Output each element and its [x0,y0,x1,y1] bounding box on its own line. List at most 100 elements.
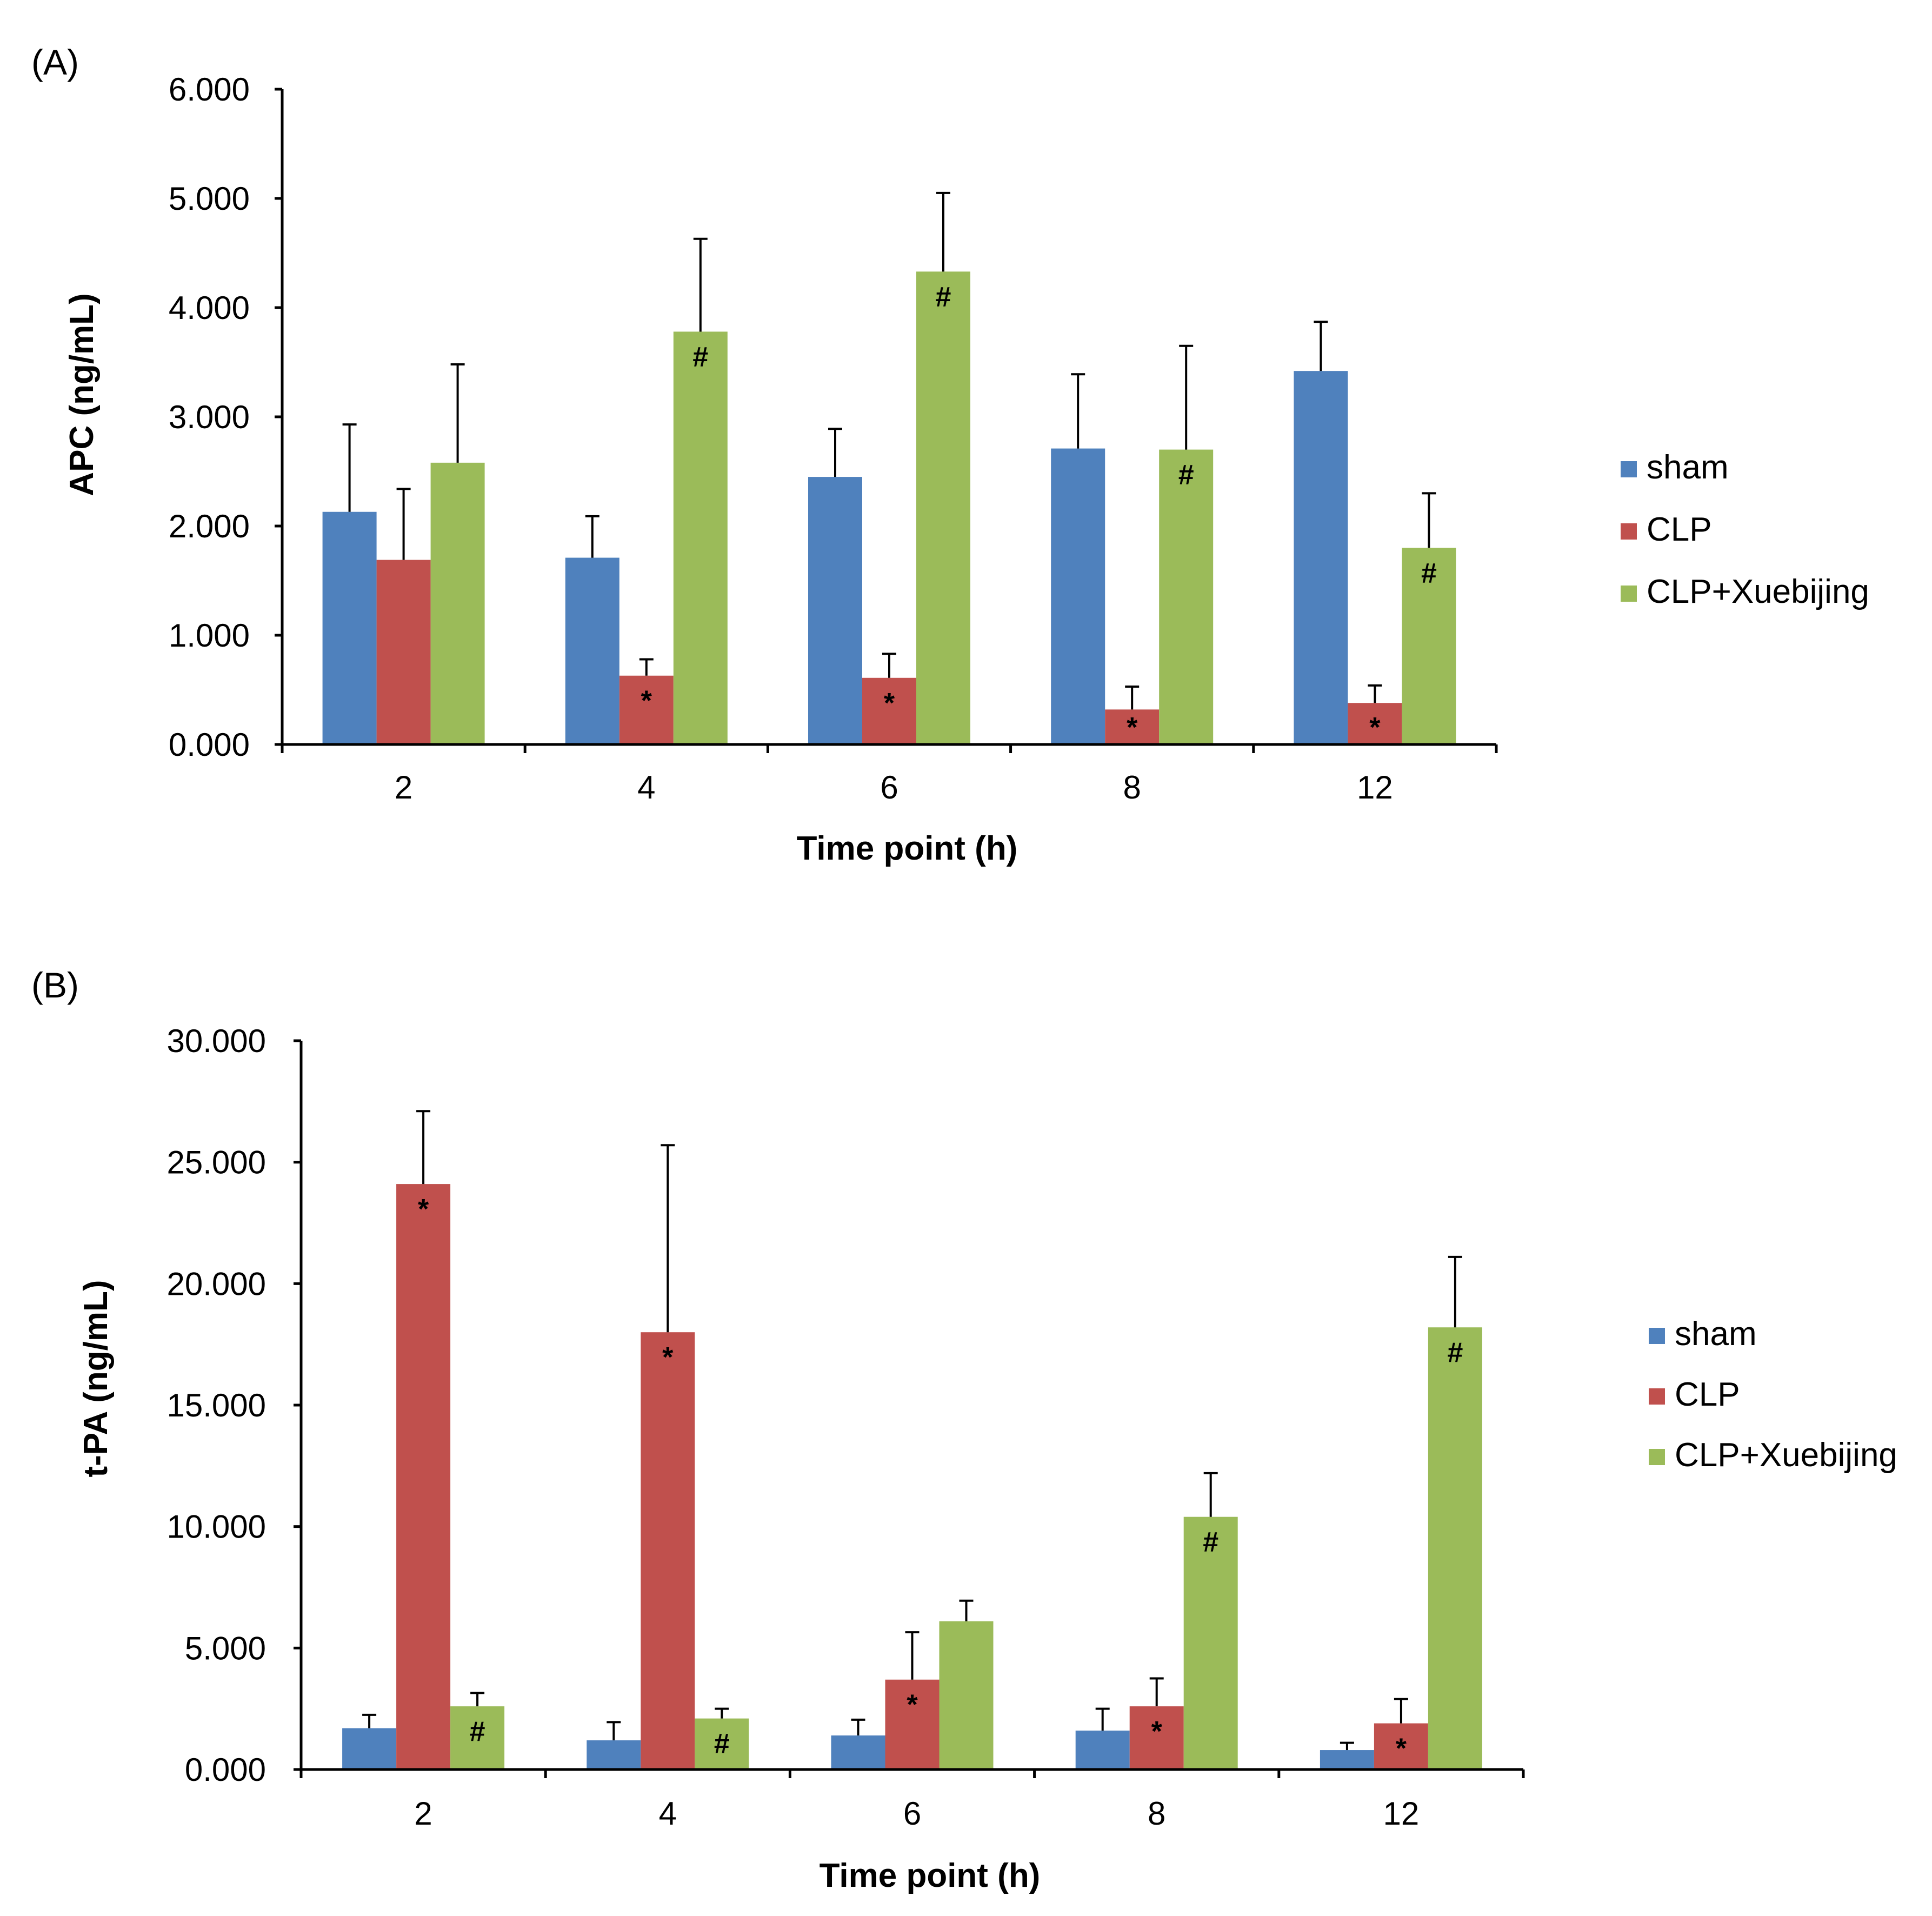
y-tick-label-a: 6.000 [169,71,250,108]
x-tick-label-b: 12 [1383,1795,1420,1832]
significance-mark-b: * [907,1689,918,1721]
bar-sham-2 [342,1728,397,1769]
x-axis-title-b: Time point (h) [820,1857,1041,1894]
legend-swatch-a [1621,461,1637,477]
legend-swatch-a [1621,586,1637,602]
chart-panel-a: (A) 0.0001.0002.0003.0004.0005.0006.000 … [31,42,1869,867]
axes-a [275,88,1498,753]
legend-label-a: CLP [1647,511,1712,548]
legend-label-b: CLP [1675,1376,1740,1413]
y-axis-title-a: APC (ng/mL) [63,293,101,496]
significance-mark-b: # [470,1716,485,1747]
panel-label-b: (B) [31,965,79,1005]
y-tick-label-b: 0.000 [185,1752,266,1788]
error-bars-a [342,191,1436,710]
significance-marks-b: * # * # * * # * # [418,1194,1463,1765]
y-tick-label-b: 15.000 [166,1387,266,1423]
legend-label-b: sham [1675,1315,1757,1353]
bar-clp-8 [1129,1706,1184,1769]
bar-sham-12 [1320,1750,1374,1769]
bar-clp-12 [1348,703,1402,744]
y-tick-label-b: 30.000 [166,1023,266,1059]
legend-swatch-b [1649,1449,1665,1465]
y-tick-label-b: 20.000 [166,1266,266,1302]
significance-mark-a: # [1178,460,1194,491]
y-tick-labels-b: 0.000 5.000 10.000 15.000 20.000 25.000 30.000 [166,1023,266,1788]
error-bars-b [362,1110,1462,1751]
bars-a [322,271,1456,745]
legend-swatch-a [1621,523,1637,540]
bar-clp-xuebijing-6 [939,1621,994,1769]
significance-marks-a: * # * # * # * # [641,281,1437,743]
y-tick-label-b: 25.000 [166,1145,266,1181]
bar-clp-4 [619,675,674,744]
bar-clp-xuebijing-6 [916,271,970,745]
bar-clp-12 [1374,1723,1428,1769]
bar-sham-6 [808,477,862,744]
bar-clp-xuebijing-12 [1428,1327,1482,1769]
bar-clp-xuebijing-2 [450,1706,505,1769]
bar-sham-12 [1294,371,1348,744]
x-tick-label-a: 12 [1357,769,1393,806]
bar-clp-6 [885,1679,940,1769]
legend-b: sham CLP CLP+Xuebijing [1649,1315,1897,1474]
legend-swatch-b [1649,1328,1665,1344]
bar-sham-4 [565,557,619,744]
significance-mark-b: # [1203,1527,1218,1558]
bar-clp-4 [641,1332,695,1769]
y-tick-label-b: 5.000 [185,1630,266,1666]
y-tick-label-a: 5.000 [169,181,250,217]
y-tick-label-a: 4.000 [169,290,250,326]
bar-sham-4 [587,1740,641,1769]
y-tick-label-a: 2.000 [169,508,250,544]
bar-clp-8 [1105,709,1160,744]
x-tick-label-b: 6 [903,1795,921,1832]
legend-label-a: CLP+Xuebijing [1647,573,1869,610]
bars-b [342,1184,1482,1769]
bar-clp-2 [396,1184,451,1769]
bar-sham-6 [831,1735,885,1769]
bar-clp-xuebijing-4 [695,1718,749,1769]
axes-b [294,1039,1525,1778]
y-axis-title-b: t-PA (ng/mL) [77,1280,115,1477]
significance-mark-a: * [641,686,652,717]
chart-panel-b: (B) 0.000 5.000 10.000 15.000 20.000 25.000 30… [31,965,1897,1894]
x-tick-labels-a: 2 4 6 8 12 [395,769,1393,806]
y-tick-label-b: 10.000 [166,1509,266,1545]
bar-sham-8 [1075,1731,1130,1769]
x-tick-labels-b: 2 4 6 8 12 [414,1795,1419,1832]
significance-mark-b: # [1447,1337,1463,1368]
y-tick-label-a: 3.000 [169,399,250,435]
y-tick-label-a: 1.000 [169,617,250,654]
significance-mark-a: # [936,281,951,312]
x-tick-label-a: 8 [1123,769,1141,806]
y-tick-label-a: 0.000 [169,727,250,763]
legend-label-b: CLP+Xuebijing [1675,1436,1897,1474]
bar-clp-xuebijing-4 [673,331,728,744]
significance-mark-a: # [1421,557,1437,589]
x-tick-label-a: 6 [880,769,898,806]
x-tick-label-a: 4 [637,769,655,806]
bar-clp-xuebijing-8 [1159,449,1214,744]
significance-mark-a: * [884,688,895,719]
legend-a: sham CLP CLP+Xuebijing [1621,449,1869,610]
bar-sham-8 [1051,448,1105,744]
legend-label-a: sham [1647,449,1729,486]
significance-mark-b: * [662,1342,674,1373]
significance-mark-a: * [1127,712,1138,743]
bar-sham-2 [322,511,377,744]
bar-clp-xuebijing-2 [430,462,485,744]
significance-mark-b: # [714,1728,730,1760]
x-axis-title-a: Time point (h) [797,830,1018,867]
significance-mark-b: * [1151,1716,1163,1747]
significance-mark-b: * [1396,1733,1407,1765]
significance-mark-a: # [692,341,708,372]
x-tick-label-b: 4 [659,1795,677,1832]
y-tick-labels-a: 0.000 1.000 2.000 3.000 4.000 5.000 6.000 [169,71,250,763]
x-tick-label-b: 2 [414,1795,432,1832]
legend-swatch-b [1649,1388,1665,1405]
bar-clp-xuebijing-12 [1402,548,1456,744]
x-tick-label-b: 8 [1148,1795,1165,1832]
bar-clp-6 [862,677,916,744]
